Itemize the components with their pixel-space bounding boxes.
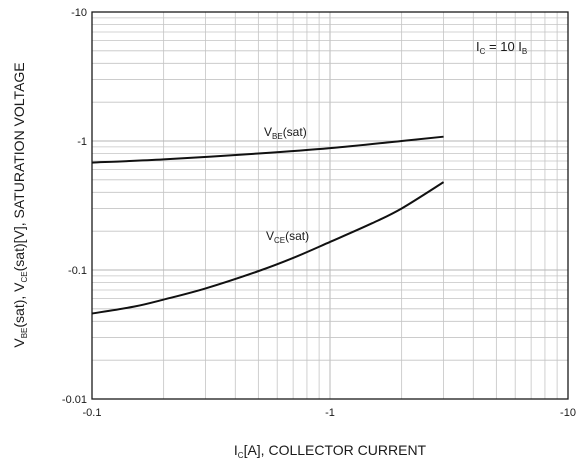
x-tick-labels: -0.1 -1 -10 <box>83 407 576 419</box>
x-tick-label: -0.1 <box>83 407 102 419</box>
y-tick-labels: -0.01 -0.1 -1 -10 <box>62 7 87 406</box>
y-tick-label: -0.01 <box>62 394 87 406</box>
y-tick-label: -1 <box>77 136 87 148</box>
x-axis-title: IC[A], COLLECTOR CURRENT <box>234 442 427 460</box>
series-line-vce-sat- <box>91 181 445 315</box>
series-lines <box>91 135 445 315</box>
y-axis-title: VBE(sat), VCE(sat)[V], SATURATION VOLTAG… <box>11 62 29 347</box>
x-tick-label: -10 <box>560 407 576 419</box>
vbe-sat-label: VBE(sat) <box>264 125 307 141</box>
y-tick-label: -10 <box>71 7 87 19</box>
y-tick-label: -0.1 <box>68 265 87 277</box>
x-tick-label: -1 <box>325 407 335 419</box>
grid-lines <box>92 12 568 399</box>
vce-sat-label: VCE(sat) <box>266 229 309 245</box>
plot-frame <box>91 11 569 400</box>
series-line-vbe-sat- <box>91 135 444 164</box>
condition-annotation: IC = 10 IB <box>476 39 527 56</box>
